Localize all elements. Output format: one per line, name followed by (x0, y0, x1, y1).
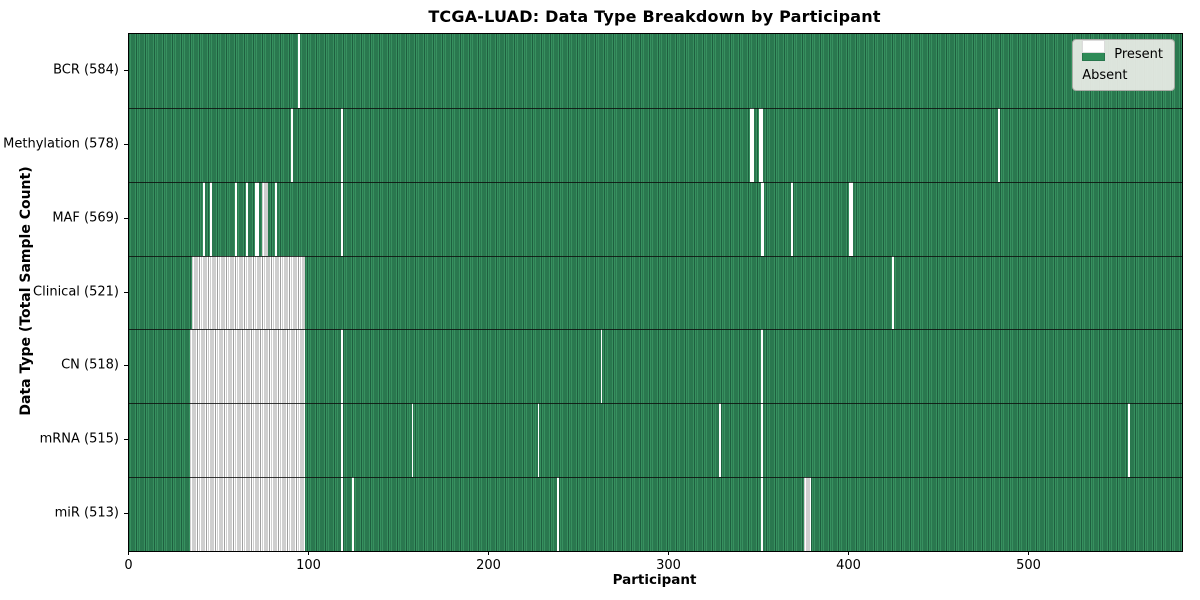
row-mrna (129, 403, 1182, 478)
absent-stripe (341, 181, 344, 256)
legend: Present Absent (1072, 39, 1175, 91)
absent-stripe (352, 477, 354, 551)
absent-stripe (759, 107, 763, 182)
y-tick-mark (124, 291, 128, 293)
absent-stripe (298, 34, 300, 108)
absent-stripe (202, 181, 205, 256)
x-tick-mark (128, 551, 129, 555)
absent-stripe (341, 329, 344, 404)
y-tick-label: miR (513) (54, 505, 119, 521)
absent-stripe (719, 403, 722, 478)
y-tick-mark (124, 217, 128, 219)
absent-stripe (190, 477, 306, 551)
absent-stripe (791, 181, 794, 256)
absent-stripe (246, 181, 248, 256)
x-tick-mark (848, 551, 849, 555)
y-tick-label: Clinical (521) (33, 284, 119, 299)
x-tick-label: 100 (296, 558, 321, 573)
absent-stripe (1128, 403, 1130, 478)
absent-stripe (760, 181, 765, 256)
y-axis: BCR (584) Methylation (578) MAF (569) Clini… (0, 33, 128, 550)
absent-stripe (849, 181, 853, 256)
x-axis: 0 100 200 300 400 500 (124, 551, 1181, 591)
row-separator (129, 107, 1182, 109)
absent-stripe (262, 181, 268, 256)
absent-stripe (998, 107, 1001, 182)
row-methylation (129, 107, 1182, 182)
row-separator (129, 255, 1182, 257)
x-tick-label: 500 (1016, 558, 1041, 573)
y-tick-mark (124, 513, 128, 515)
absent-stripe (210, 181, 212, 256)
y-tick-mark (124, 365, 128, 367)
legend-item-absent: Absent (1082, 40, 1163, 83)
row-mir (129, 477, 1182, 551)
x-axis-label: Participant (612, 572, 697, 588)
legend-label-present: Present (1114, 47, 1163, 62)
absent-stripe (341, 403, 344, 478)
x-tick-label: 300 (656, 558, 681, 573)
absent-swatch-icon (1082, 40, 1106, 53)
absent-stripe (600, 329, 603, 404)
y-tick-label: mRNA (515) (39, 431, 119, 447)
x-tick-mark (1028, 551, 1029, 555)
absent-stripe (760, 329, 763, 404)
absent-stripe (557, 477, 560, 551)
absent-stripe (341, 107, 344, 182)
absent-stripe (760, 477, 763, 551)
y-tick-mark (124, 69, 128, 71)
row-cn (129, 329, 1182, 404)
legend-label-absent: Absent (1082, 68, 1128, 83)
x-tick-label: 200 (476, 558, 501, 573)
y-tick-label: MAF (569) (52, 210, 119, 226)
absent-stripe (537, 403, 540, 478)
x-tick-label: 400 (836, 558, 861, 573)
absent-stripe (892, 255, 894, 330)
x-tick-mark (308, 551, 309, 555)
absent-stripe (750, 107, 754, 182)
row-separator (129, 403, 1182, 405)
y-tick-mark (124, 439, 128, 441)
x-tick-mark (488, 551, 489, 555)
row-bcr (129, 34, 1182, 108)
absent-stripe (190, 403, 306, 478)
row-clinical (129, 255, 1182, 330)
absent-stripe (804, 477, 812, 551)
x-tick-mark (668, 551, 669, 555)
row-separator (129, 329, 1182, 331)
plot-area: Present Absent (128, 33, 1183, 552)
absent-stripe (255, 181, 259, 256)
absent-stripe (341, 477, 344, 551)
absent-stripe (192, 255, 306, 330)
row-separator (129, 477, 1182, 479)
y-tick-label: BCR (584) (53, 62, 119, 78)
y-tick-label: Methylation (578) (3, 136, 119, 152)
absent-stripe (274, 181, 277, 256)
y-tick-label: CN (518) (61, 357, 119, 373)
absent-stripe (291, 107, 293, 182)
absent-stripe (190, 329, 306, 404)
chart-title: TCGA-LUAD: Data Type Breakdown by Partic… (428, 7, 881, 26)
x-tick-label: 0 (124, 558, 133, 573)
absent-stripe (235, 181, 237, 256)
absent-stripe (411, 403, 414, 478)
y-tick-mark (124, 143, 128, 145)
absent-stripe (760, 403, 763, 478)
row-separator (129, 181, 1182, 183)
row-maf (129, 181, 1182, 256)
